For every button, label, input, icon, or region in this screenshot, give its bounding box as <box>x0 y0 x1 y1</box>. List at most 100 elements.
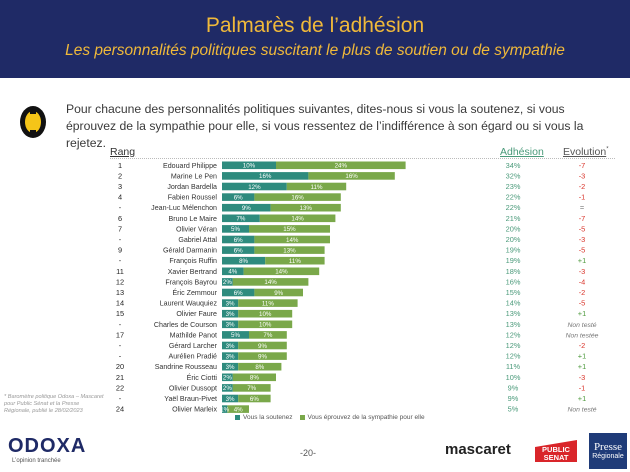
rank-cell: 12 <box>116 277 124 286</box>
rank-cell: 21 <box>116 373 124 382</box>
bar-sympathy <box>254 193 341 201</box>
bar-support <box>222 182 287 191</box>
bar-support <box>222 309 239 318</box>
bar-support-label: 10% <box>243 163 256 170</box>
header-banner: Palmarès de l’adhésion Les personnalités… <box>0 0 630 78</box>
bar-support-label: 4% <box>228 269 237 276</box>
evolution-cell: -3 <box>579 235 586 244</box>
name-cell: Olivier Véran <box>176 225 217 233</box>
adhesion-cell: 18% <box>506 267 521 276</box>
rank-cell: 14 <box>116 299 124 308</box>
public-senat-logo: PUBLIC SENAT <box>535 440 577 462</box>
rank-cell: - <box>119 203 122 212</box>
bar-sympathy <box>276 161 406 170</box>
name-cell: Gérard Larcher <box>169 342 218 350</box>
rank-cell: - <box>119 352 122 361</box>
bar-sympathy-label: 11% <box>289 258 301 265</box>
name-cell: Xavier Bertrand <box>168 268 217 276</box>
adhesion-cell: 14% <box>506 299 521 308</box>
presse-regionale-line1: Presse <box>593 441 623 453</box>
bar-support <box>222 203 271 212</box>
adhesion-cell: 13% <box>506 320 521 329</box>
evolution-cell: -2 <box>579 341 586 350</box>
bar-support <box>222 373 233 382</box>
name-cell: Jean-Luc Mélenchon <box>151 204 217 212</box>
bar-sympathy <box>238 309 293 318</box>
evolution-asterisk: * <box>606 146 609 153</box>
rank-cell: 13 <box>116 288 124 297</box>
evolution-cell: -2 <box>579 288 586 297</box>
bar-support-label: 5% <box>231 226 240 233</box>
legend-support-label: Vous la soutenez <box>243 414 293 421</box>
bar-sympathy-label: 13% <box>300 205 313 212</box>
bar-support <box>222 384 233 392</box>
bar-sympathy-label: 10% <box>259 311 272 318</box>
adhesion-cell: 5% <box>508 405 519 414</box>
adhesion-cell: 34% <box>506 161 521 170</box>
rank-cell: 3 <box>118 182 122 191</box>
bar-sympathy <box>238 352 287 360</box>
bar-support <box>222 193 255 201</box>
bar-support-label: 3% <box>226 353 235 360</box>
adhesion-cell: 10% <box>506 373 521 382</box>
name-cell: Sandrine Rousseau <box>155 363 217 371</box>
name-cell: Yaël Braun-Pivet <box>164 395 217 403</box>
bar-sympathy-label: 16% <box>345 173 358 180</box>
legend-sympathy-swatch <box>299 415 305 420</box>
evolution-cell: Non testé <box>567 322 596 329</box>
public-senat-line1: PUBLIC <box>542 445 571 454</box>
presse-regionale-logo: Presse Régionale <box>589 433 627 469</box>
bar-sympathy <box>232 384 271 392</box>
name-cell: François Ruffin <box>169 257 217 265</box>
name-cell: Gabriel Attal <box>178 236 217 244</box>
bar-support-label: 3% <box>226 300 235 307</box>
evolution-header-label: Evolution <box>563 146 607 158</box>
bar-support-label: 1% <box>220 406 229 413</box>
bar-support-label: 2% <box>223 279 232 286</box>
survey-question: Pour chacune des personnalités politique… <box>66 102 584 150</box>
name-cell: Éric Zemmour <box>172 288 217 297</box>
bar-support <box>222 394 239 403</box>
bar-sympathy <box>238 320 293 329</box>
bar-sympathy <box>259 214 336 223</box>
bar-sympathy-label: 4% <box>234 406 243 413</box>
presse-regionale-line2: Régionale <box>592 453 624 460</box>
rank-cell: 11 <box>116 267 124 276</box>
adhesion-cell: 19% <box>506 246 521 255</box>
evolution-cell: -7 <box>579 161 586 170</box>
bar-support-label: 6% <box>234 194 243 201</box>
page-number: -20- <box>300 448 317 458</box>
bar-support-label: 8% <box>239 258 248 265</box>
bar-sympathy <box>286 182 347 191</box>
evolution-cell: -1 <box>579 383 586 392</box>
adhesion-cell: 22% <box>506 193 521 202</box>
rank-cell: - <box>119 256 122 265</box>
evolution-cell: +1 <box>578 352 586 361</box>
bar-support <box>222 299 239 307</box>
bar-support <box>222 278 233 286</box>
bar-sympathy <box>270 203 341 212</box>
adhesion-cell: 9% <box>508 394 519 403</box>
rank-cell: 20 <box>116 362 124 371</box>
evolution-header: Evolution* <box>563 146 609 158</box>
adhesion-cell: 20% <box>506 224 521 233</box>
bar-sympathy-label: 11% <box>311 184 323 191</box>
bar-support <box>222 288 255 297</box>
bar-sympathy-label: 24% <box>335 163 348 170</box>
bar-support-label: 3% <box>226 364 235 371</box>
footnote: * Baromètre politique Odoxa – Mascaret p… <box>4 394 104 414</box>
bar-support <box>222 352 239 360</box>
bar-sympathy <box>238 341 287 350</box>
rank-cell: 24 <box>116 405 124 414</box>
bar-support <box>222 362 239 371</box>
bar-support <box>222 405 228 413</box>
bar-support <box>222 214 260 223</box>
evolution-cell: -3 <box>579 267 586 276</box>
adhesion-cell: 12% <box>506 352 521 361</box>
rank-cell: 4 <box>118 193 122 202</box>
name-cell: Éric Ciotti <box>187 373 218 382</box>
bar-support <box>222 235 255 244</box>
bar-support <box>222 172 309 180</box>
adhesion-header: Adhésion <box>500 146 544 158</box>
bar-support-label: 5% <box>231 332 240 339</box>
